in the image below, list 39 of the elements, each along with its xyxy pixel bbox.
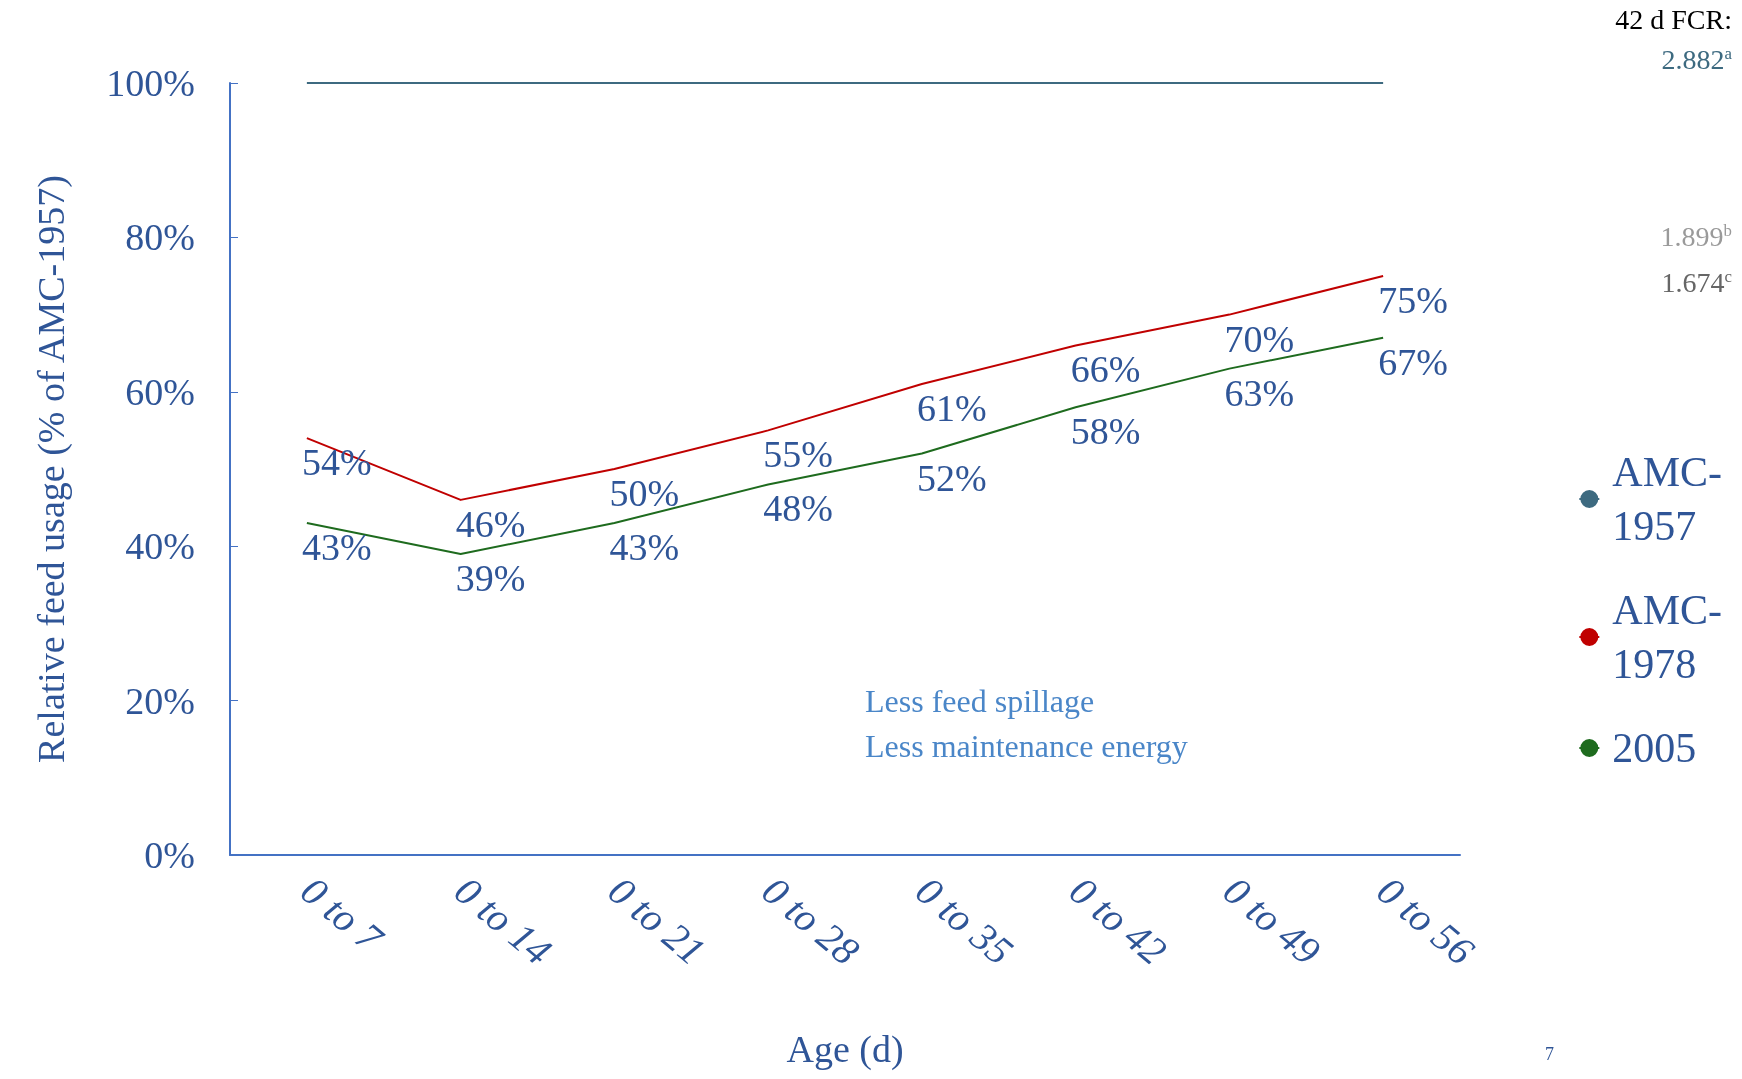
data-label: 58% xyxy=(1070,410,1141,453)
data-label: 66% xyxy=(1070,348,1141,391)
x-tick-label: 0 to 49 xyxy=(1214,867,1329,974)
data-label: 39% xyxy=(455,556,526,599)
data-label: 48% xyxy=(763,487,833,530)
text: 42 d FCR: xyxy=(1615,3,1732,35)
y-tick-label: 60% xyxy=(125,370,195,413)
legend-label: AMC-1957 xyxy=(1612,449,1723,549)
data-label: 46% xyxy=(455,502,526,545)
y-tick-label: 20% xyxy=(125,679,195,722)
legend-label: AMC-1978 xyxy=(1612,587,1723,687)
y-tick-label: 40% xyxy=(125,525,195,568)
data-label: 54% xyxy=(302,441,372,484)
data-label: 52% xyxy=(917,456,987,499)
data-label: 61% xyxy=(917,387,987,430)
annotation: Less maintenance energy xyxy=(865,728,1188,764)
annotation: Less feed spillage xyxy=(865,683,1095,719)
text: 7 xyxy=(1545,1044,1554,1064)
x-tick-label: 0 to 56 xyxy=(1368,867,1483,974)
x-tick-label: 0 to 7 xyxy=(292,867,393,963)
data-label: 55% xyxy=(763,433,833,476)
x-tick-label: 0 to 21 xyxy=(599,867,714,974)
data-label: 63% xyxy=(1224,371,1295,414)
data-label: 43% xyxy=(302,526,372,569)
x-tick-label: 0 to 28 xyxy=(753,867,868,974)
x-tick-label: 0 to 14 xyxy=(446,867,561,974)
y-tick-label: 0% xyxy=(144,834,195,876)
x-tick-label: 0 to 42 xyxy=(1061,867,1176,974)
data-label: 50% xyxy=(609,472,680,514)
data-label: 70% xyxy=(1224,317,1295,360)
x-axis-title: Age (d) xyxy=(786,1028,904,1071)
y-axis-title: Relative feed usage (% of AMC-1957) xyxy=(30,175,73,763)
legend-label: 2005 xyxy=(1612,725,1697,771)
data-label: 43% xyxy=(609,526,680,569)
y-tick-label: 100% xyxy=(106,62,195,104)
y-tick-label: 80% xyxy=(125,216,195,259)
data-label: 67% xyxy=(1378,340,1448,383)
x-tick-label: 0 to 35 xyxy=(907,867,1022,974)
data-label: 75% xyxy=(1378,279,1448,321)
